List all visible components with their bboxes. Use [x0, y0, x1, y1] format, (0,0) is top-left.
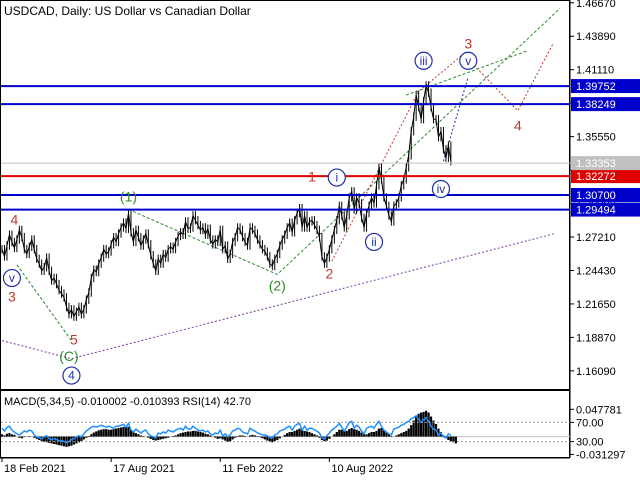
wave-label-circle [414, 51, 433, 70]
price-tick-label: 1.41110 [576, 65, 614, 77]
wave-label: iv [437, 182, 446, 196]
wave-label: ii [371, 235, 376, 249]
wave-projection-line [16, 264, 72, 341]
indicator-tick-label: 70.00 [576, 417, 604, 429]
indicator-panel-frame [0, 390, 570, 458]
date-tick-label: 18 Feb 2021 [4, 463, 66, 475]
wave-label: 4 [68, 369, 75, 383]
wave-label-circle [459, 51, 478, 70]
wave-label-circle [62, 366, 81, 385]
level-price-label: 1.32272 [576, 171, 616, 183]
date-tick-label: 11 Feb 2022 [222, 463, 283, 475]
wave-projection-line [128, 8, 561, 275]
wave-label-circle [431, 179, 451, 199]
wave-label: (1) [120, 188, 137, 204]
rsi-line [1, 414, 452, 444]
wave-label: 4 [11, 211, 19, 227]
level-price-badge [571, 79, 640, 94]
current-price-badge [571, 156, 640, 171]
wave-label: v [465, 54, 471, 68]
wave-label: (2) [269, 277, 286, 293]
wave-label: (C) [59, 348, 78, 364]
wave-label: 2 [325, 265, 333, 281]
wave-label-circle [2, 268, 22, 288]
date-tick-label: 17 Aug 2021 [113, 463, 175, 475]
current-price-label: 1.33353 [576, 158, 616, 170]
price-tick-label: 1.27210 [576, 232, 616, 244]
indicator-legend: MACD(5,34,5) -0.010002 -0.010393 RSI(14)… [4, 396, 251, 408]
price-tick-label: 1.35550 [576, 132, 616, 144]
level-price-badge [571, 202, 640, 217]
wave-label-circle [327, 168, 346, 187]
chart-title: USDCAD, Daily: US Dollar vs Canadian Dol… [4, 4, 251, 18]
level-price-badge [571, 188, 640, 202]
price-tick-label: 1.24430 [576, 265, 616, 277]
price-tick-label: 1.18870 [576, 332, 616, 344]
level-price-label: 1.30700 [576, 190, 616, 202]
wave-label: v [9, 271, 15, 285]
indicator-tick-label: -0.031297 [576, 449, 626, 461]
price-tick-label: 1.43890 [576, 31, 616, 43]
level-price-label: 1.38249 [576, 99, 616, 111]
wave-projection-line [442, 76, 469, 162]
level-price-badge [571, 169, 640, 184]
level-price-label: 1.39752 [576, 81, 616, 93]
date-tick-label: 10 Aug 2022 [331, 463, 393, 475]
price-tick-label: 1.21650 [576, 299, 616, 311]
wave-label-circle [364, 232, 384, 252]
indicator-tick-label: 0.047781 [576, 404, 622, 416]
wave-label: 3 [464, 36, 472, 52]
wave-label: 1 [308, 169, 316, 185]
level-price-label: 1.29494 [576, 205, 616, 217]
price-close-line [1, 85, 452, 318]
wave-projection-line [1, 233, 556, 360]
wave-label: iii [420, 54, 428, 68]
level-price-badge [571, 97, 640, 112]
wave-label: 3 [8, 288, 16, 304]
wave-label: 5 [70, 332, 78, 348]
wave-label: i [335, 171, 338, 185]
price-tick-label: 1.16090 [576, 366, 616, 378]
wave-label: 4 [514, 117, 522, 133]
price-tick-label: 1.46670 [576, 0, 616, 10]
indicator-tick-label: 30.00 [576, 437, 604, 449]
